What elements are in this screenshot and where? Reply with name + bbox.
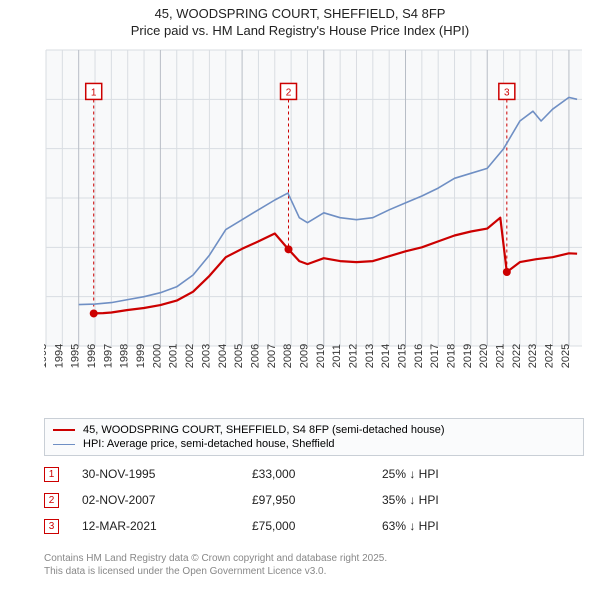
svg-text:2003: 2003 bbox=[200, 344, 212, 368]
svg-text:1999: 1999 bbox=[135, 344, 147, 368]
date-cell: 12-MAR-2021 bbox=[82, 519, 252, 533]
svg-text:2001: 2001 bbox=[168, 344, 180, 368]
legend: 45, WOODSPRING COURT, SHEFFIELD, S4 8FP … bbox=[44, 418, 584, 456]
footer-line1: Contains HM Land Registry data © Crown c… bbox=[44, 552, 584, 565]
price-cell: £33,000 bbox=[252, 467, 382, 481]
svg-text:2006: 2006 bbox=[249, 344, 261, 368]
table-row: 1 30-NOV-1995 £33,000 25% ↓ HPI bbox=[44, 462, 584, 488]
svg-text:3: 3 bbox=[504, 87, 510, 98]
title-subtitle: Price paid vs. HM Land Registry's House … bbox=[0, 23, 600, 38]
svg-text:2011: 2011 bbox=[331, 344, 343, 368]
price-cell: £75,000 bbox=[252, 519, 382, 533]
svg-text:2010: 2010 bbox=[315, 344, 327, 368]
svg-text:1994: 1994 bbox=[53, 344, 65, 368]
svg-text:1: 1 bbox=[91, 87, 97, 98]
svg-text:2013: 2013 bbox=[364, 344, 376, 368]
footer-line2: This data is licensed under the Open Gov… bbox=[44, 565, 584, 578]
svg-text:2015: 2015 bbox=[397, 344, 409, 368]
footer: Contains HM Land Registry data © Crown c… bbox=[44, 552, 584, 578]
svg-text:2021: 2021 bbox=[495, 344, 507, 368]
svg-text:2008: 2008 bbox=[282, 344, 294, 368]
hpi-cell: 35% ↓ HPI bbox=[382, 493, 522, 507]
chart-container: 45, WOODSPRING COURT, SHEFFIELD, S4 8FP … bbox=[0, 0, 600, 590]
legend-label-red: 45, WOODSPRING COURT, SHEFFIELD, S4 8FP … bbox=[83, 424, 445, 436]
svg-text:2012: 2012 bbox=[347, 344, 359, 368]
marker-3: 3 bbox=[44, 519, 59, 534]
hpi-cell: 25% ↓ HPI bbox=[382, 467, 522, 481]
title-block: 45, WOODSPRING COURT, SHEFFIELD, S4 8FP … bbox=[0, 0, 600, 38]
svg-text:2002: 2002 bbox=[184, 344, 196, 368]
legend-label-blue: HPI: Average price, semi-detached house,… bbox=[83, 438, 335, 450]
table-row: 3 12-MAR-2021 £75,000 63% ↓ HPI bbox=[44, 514, 584, 540]
svg-text:2018: 2018 bbox=[446, 344, 458, 368]
date-cell: 30-NOV-1995 bbox=[82, 467, 252, 481]
title-address: 45, WOODSPRING COURT, SHEFFIELD, S4 8FP bbox=[0, 6, 600, 21]
svg-text:2020: 2020 bbox=[478, 344, 490, 368]
svg-text:2005: 2005 bbox=[233, 344, 245, 368]
svg-text:2004: 2004 bbox=[217, 344, 229, 368]
legend-row-blue: HPI: Average price, semi-detached house,… bbox=[53, 437, 575, 451]
svg-text:2000: 2000 bbox=[151, 344, 163, 368]
date-cell: 02-NOV-2007 bbox=[82, 493, 252, 507]
svg-text:1998: 1998 bbox=[119, 344, 131, 368]
svg-text:2014: 2014 bbox=[380, 344, 392, 368]
marker-2: 2 bbox=[44, 493, 59, 508]
legend-row-red: 45, WOODSPRING COURT, SHEFFIELD, S4 8FP … bbox=[53, 423, 575, 437]
svg-text:1996: 1996 bbox=[86, 344, 98, 368]
svg-text:2017: 2017 bbox=[429, 344, 441, 368]
chart-svg: £0£50K£100K£150K£200K£250K£300K199319941… bbox=[44, 48, 584, 388]
svg-text:2024: 2024 bbox=[544, 344, 556, 368]
sales-table: 1 30-NOV-1995 £33,000 25% ↓ HPI 2 02-NOV… bbox=[44, 462, 584, 540]
svg-text:1997: 1997 bbox=[102, 344, 114, 368]
svg-text:1993: 1993 bbox=[44, 344, 49, 368]
legend-swatch-red bbox=[53, 429, 75, 431]
svg-text:1995: 1995 bbox=[70, 344, 82, 368]
table-row: 2 02-NOV-2007 £97,950 35% ↓ HPI bbox=[44, 488, 584, 514]
legend-swatch-blue bbox=[53, 444, 75, 445]
svg-text:2023: 2023 bbox=[527, 344, 539, 368]
hpi-cell: 63% ↓ HPI bbox=[382, 519, 522, 533]
svg-text:2009: 2009 bbox=[298, 344, 310, 368]
marker-1: 1 bbox=[44, 467, 59, 482]
svg-text:2016: 2016 bbox=[413, 344, 425, 368]
svg-text:2: 2 bbox=[286, 87, 292, 98]
svg-text:2019: 2019 bbox=[462, 344, 474, 368]
svg-text:2022: 2022 bbox=[511, 344, 523, 368]
svg-text:2025: 2025 bbox=[560, 344, 572, 368]
price-cell: £97,950 bbox=[252, 493, 382, 507]
svg-text:2007: 2007 bbox=[266, 344, 278, 368]
